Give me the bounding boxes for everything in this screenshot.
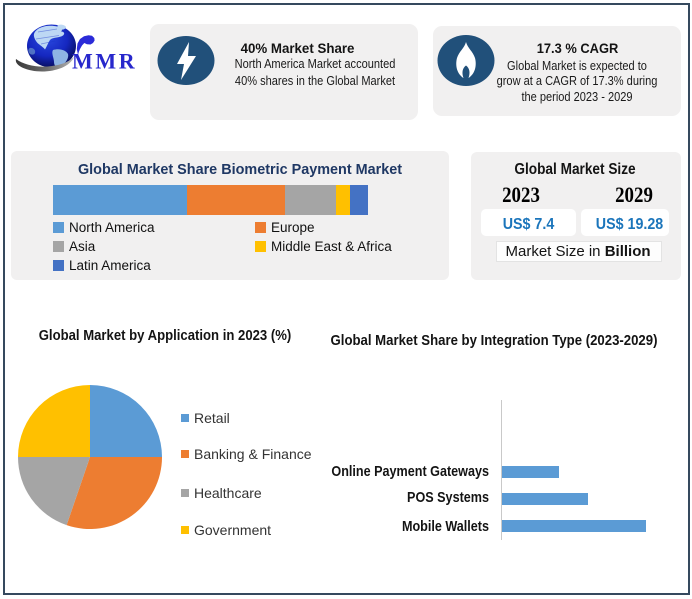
svg-text:MMR: MMR — [72, 49, 137, 74]
